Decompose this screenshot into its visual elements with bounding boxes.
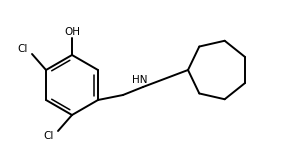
Text: HN: HN: [132, 75, 148, 85]
Text: Cl: Cl: [44, 131, 54, 141]
Text: Cl: Cl: [18, 44, 28, 54]
Text: OH: OH: [64, 27, 80, 37]
